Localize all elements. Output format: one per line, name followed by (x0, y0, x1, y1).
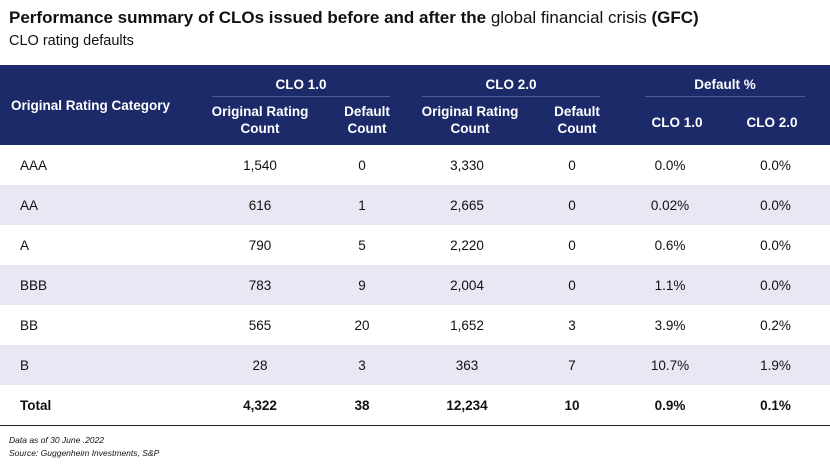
row-clo2-orig-count: 2,665 (409, 185, 525, 225)
header-clo2-group: CLO 2.0 (485, 77, 537, 92)
row-category: B (0, 345, 205, 385)
table-header: Original Rating Category CLO 1.0 CLO 2.0… (0, 65, 830, 145)
row-clo2-orig-count: 3,330 (450, 157, 484, 173)
table-row: B 28 3 363 7 10.7% 1.9% (0, 345, 830, 385)
title-bold: Performance summary of CLOs issued befor… (9, 8, 487, 27)
table-row: AA 616 1 2,665 0 0.02% 0.0% (0, 185, 830, 225)
header-default-pct-group: Default % (694, 77, 756, 92)
row-clo1-default-count: 3 (315, 345, 409, 385)
row-default-pct-clo2: 1.9% (721, 345, 830, 385)
data-table: AAA 1,540 0 3,330 0 0.0% 0.0% AA 616 1 2,665 0 0.02%… (0, 145, 830, 425)
title-suffix: (GFC) (651, 8, 699, 27)
header-clo1-default-count: Default Count (344, 104, 390, 136)
header-clo1-rule (212, 96, 390, 97)
row-clo1-default-count: 9 (315, 265, 409, 305)
header-clo1-orig-count: Original Rating Count (211, 104, 309, 136)
row-clo1-orig-count: 783 (205, 265, 315, 305)
row-clo2-default-count: 0 (525, 265, 619, 305)
row-default-pct-clo2: 0.2% (760, 317, 791, 333)
row-clo1-orig-count: 1,540 (243, 157, 277, 173)
row-default-pct-clo1: 0.9% (654, 397, 686, 413)
row-clo1-default-count: 20 (354, 317, 370, 333)
header-pct-clo2: CLO 2.0 (746, 115, 798, 130)
row-default-pct-clo1: 3.9% (654, 317, 686, 333)
row-clo2-orig-count: 2,220 (450, 237, 484, 253)
row-clo2-default-count: 3 (568, 317, 576, 333)
header-pct-clo1: CLO 1.0 (651, 115, 703, 130)
table-row: BBB 783 9 2,004 0 1.1% 0.0% (0, 265, 830, 305)
row-default-pct-clo1: 0.0% (654, 157, 686, 173)
row-default-pct-clo1: 10.7% (619, 345, 721, 385)
row-clo2-default-count: 10 (564, 397, 580, 413)
row-category: BBB (0, 265, 205, 305)
row-default-pct-clo1: 0.02% (619, 185, 721, 225)
row-clo1-orig-count: 790 (248, 237, 272, 253)
table-row: AAA 1,540 0 3,330 0 0.0% 0.0% (0, 145, 830, 185)
header-clo2-rule (422, 96, 600, 97)
row-default-pct-clo2: 0.0% (721, 185, 830, 225)
row-clo2-default-count: 0 (568, 237, 576, 253)
row-default-pct-clo1: 0.6% (654, 237, 686, 253)
row-default-pct-clo1: 1.1% (619, 265, 721, 305)
footnote-source: Source: Guggenheim Investments, S&P (9, 448, 160, 458)
header-category: Original Rating Category (11, 98, 171, 113)
table-title: Performance summary of CLOs issued befor… (9, 8, 699, 28)
header-clo2-orig-count: Original Rating Count (421, 104, 519, 136)
row-clo1-orig-count: 616 (205, 185, 315, 225)
row-category: AA (0, 185, 205, 225)
row-default-pct-clo2: 0.0% (760, 157, 791, 173)
row-clo2-orig-count: 12,234 (446, 397, 488, 413)
row-category: AAA (20, 157, 48, 173)
table-row: Total 4,322 38 12,234 10 0.9% 0.1% (0, 385, 830, 425)
table-subtitle: CLO rating defaults (9, 33, 134, 49)
row-category: A (20, 237, 30, 253)
table-row: A 790 5 2,220 0 0.6% 0.0% (0, 225, 830, 265)
table-row: BB 565 20 1,652 3 3.9% 0.2% (0, 305, 830, 345)
row-clo1-default-count: 5 (358, 237, 366, 253)
row-clo2-default-count: 7 (525, 345, 619, 385)
row-clo1-orig-count: 4,322 (243, 397, 277, 413)
row-clo2-orig-count: 1,652 (450, 317, 484, 333)
row-category: BB (20, 317, 39, 333)
header-clo2-default-count: Default Count (554, 104, 600, 136)
row-clo1-default-count: 0 (358, 157, 366, 173)
row-clo2-default-count: 0 (525, 185, 619, 225)
row-default-pct-clo2: 0.0% (760, 237, 791, 253)
row-clo2-default-count: 0 (568, 157, 576, 173)
row-default-pct-clo2: 0.1% (760, 397, 791, 413)
row-clo1-default-count: 38 (354, 397, 370, 413)
row-clo1-default-count: 1 (315, 185, 409, 225)
title-regular: global financial crisis (490, 8, 647, 27)
footnote-date: Data as of 30 June .2022 (9, 435, 104, 445)
header-clo1-group: CLO 1.0 (275, 77, 327, 92)
table-bottom-rule (0, 425, 830, 426)
row-category: Total (20, 397, 52, 413)
row-clo1-orig-count: 28 (205, 345, 315, 385)
row-default-pct-clo2: 0.0% (721, 265, 830, 305)
row-clo2-orig-count: 363 (409, 345, 525, 385)
row-clo1-orig-count: 565 (248, 317, 272, 333)
row-clo2-orig-count: 2,004 (409, 265, 525, 305)
header-default-pct-rule (645, 96, 805, 97)
